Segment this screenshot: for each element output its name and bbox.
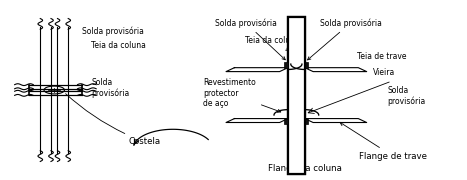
Text: Flange de trave: Flange de trave (340, 122, 427, 161)
Bar (305, 62, 309, 68)
Bar (288, 17, 305, 174)
Text: Solda provisória: Solda provisória (215, 18, 285, 60)
Bar (28, 85, 82, 95)
Text: Vieira: Vieira (373, 68, 396, 77)
Text: Flange da coluna: Flange da coluna (269, 164, 342, 173)
FancyBboxPatch shape (288, 17, 305, 174)
Text: Teia de trave: Teia de trave (357, 53, 406, 62)
Text: Solda
provisória: Solda provisória (387, 86, 425, 106)
Text: Revestimento
protector
de aço: Revestimento protector de aço (203, 78, 281, 112)
Polygon shape (226, 68, 288, 72)
Text: Teia da coluna: Teia da coluna (92, 41, 146, 50)
Polygon shape (226, 119, 288, 123)
Polygon shape (305, 68, 367, 72)
Text: Teia da coluna: Teia da coluna (245, 36, 300, 51)
Bar (284, 62, 288, 68)
Text: Solda provisória: Solda provisória (82, 27, 144, 36)
Bar (305, 119, 309, 124)
Text: Costela: Costela (65, 94, 161, 147)
Bar (284, 119, 288, 124)
Polygon shape (305, 119, 367, 123)
Text: Solda provisória: Solda provisória (308, 18, 382, 60)
Text: Solda
provisória: Solda provisória (92, 78, 130, 98)
